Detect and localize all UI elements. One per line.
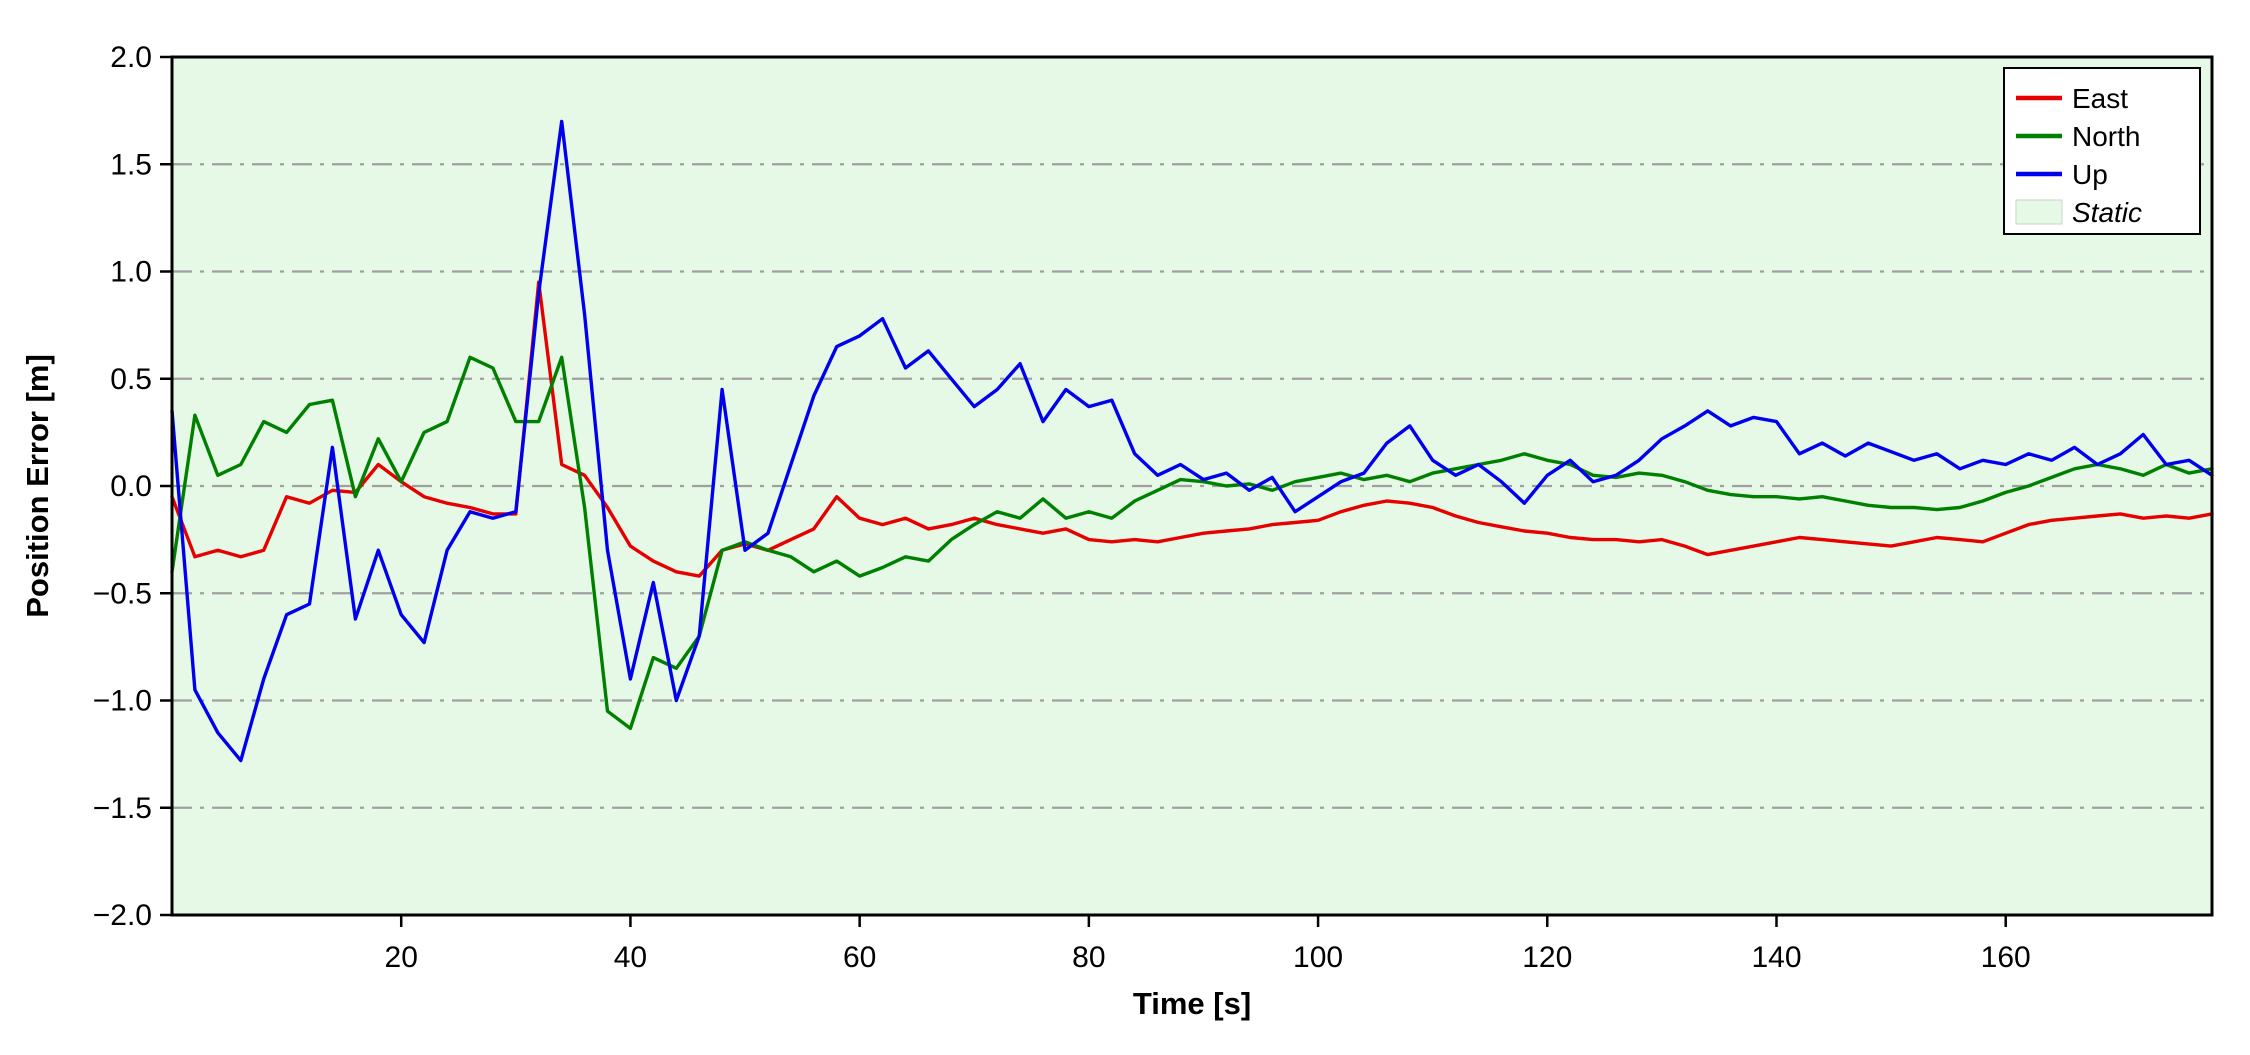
y-tick-label: 1.0	[110, 256, 152, 289]
y-axis-label: Position Error [m]	[20, 354, 55, 618]
y-tick-label: −1.5	[93, 792, 152, 825]
legend-entry-static-swatch	[2015, 199, 2063, 225]
x-axis-label: Time [s]	[1133, 986, 1251, 1021]
y-tick-label: 1.5	[110, 148, 152, 181]
x-tick-label: 100	[1293, 941, 1343, 974]
x-tick-label: 40	[614, 941, 647, 974]
series-line-up	[170, 119, 2214, 763]
y-tick-label: −0.5	[93, 577, 152, 610]
y-tick-label: −2.0	[93, 899, 152, 932]
x-tick-label: 140	[1751, 941, 1801, 974]
tick-labels: 20 40 60 80 100 120 140 160 −2.0 −1.5 −1.0 −0.5 0.0 0…	[93, 41, 2031, 974]
series-lines	[170, 119, 2214, 763]
y-tick-label: 0.5	[110, 363, 152, 396]
x-tick-label: 20	[385, 941, 418, 974]
y-tick-label: 0.0	[110, 470, 152, 503]
x-tick-label: 80	[1072, 941, 1105, 974]
series-line-north	[170, 355, 2214, 731]
x-tick-label: 160	[1981, 941, 2031, 974]
legend-entry-east-label: East	[2072, 83, 2128, 114]
legend-entry-north-label: North	[2072, 121, 2140, 152]
tick-marks	[160, 55, 2007, 927]
legend-entry-up-label: Up	[2072, 159, 2108, 190]
x-tick-label: 60	[843, 941, 876, 974]
x-tick-label: 120	[1522, 941, 1572, 974]
legend: East North Up Static	[2003, 67, 2201, 235]
y-tick-label: −1.0	[93, 685, 152, 718]
grid-lines	[172, 163, 2212, 809]
legend-entry-static-label: Static	[2072, 197, 2142, 228]
y-tick-label: 2.0	[110, 41, 152, 74]
